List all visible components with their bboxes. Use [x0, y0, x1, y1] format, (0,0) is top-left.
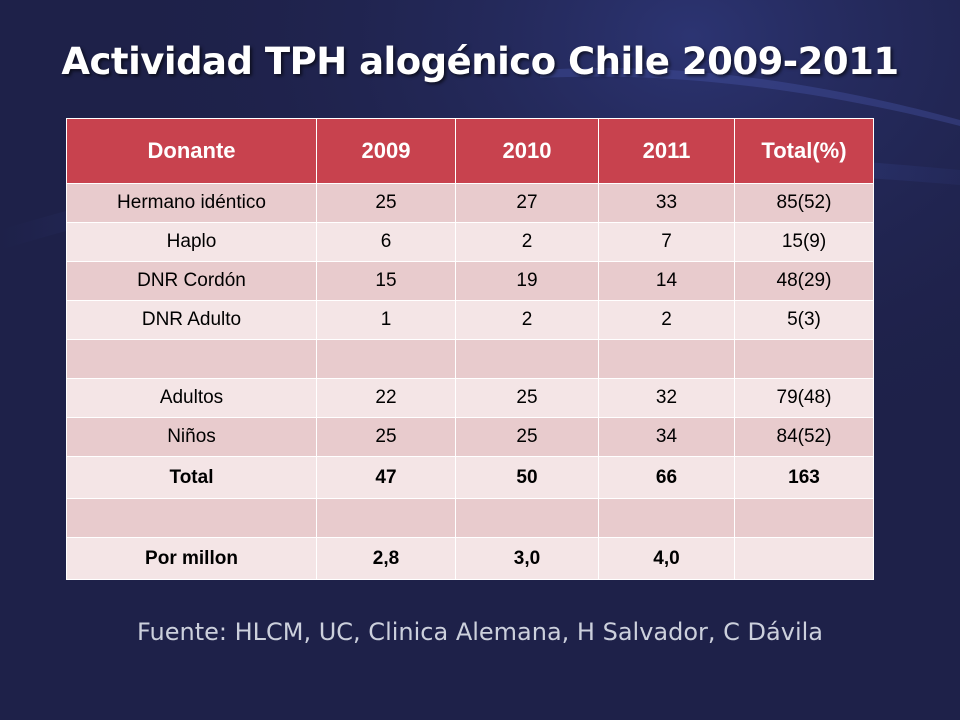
table-cell: 48(29): [734, 261, 874, 301]
transplant-activity-table: Donante 2009 2010 2011 Total(%) Hermano …: [66, 118, 874, 580]
table-cell: [598, 339, 735, 379]
table-cell: [598, 498, 735, 538]
table-row: Niños 25 25 34 84(52): [66, 417, 874, 457]
table-cell: 15: [316, 261, 456, 301]
table-cell: 47: [316, 456, 456, 499]
decorative-swoosh-thin: [540, 68, 960, 126]
column-header-2009: 2009: [316, 118, 456, 184]
table-cell: 7: [598, 222, 735, 262]
table-cell: 66: [598, 456, 735, 499]
table-cell: [455, 339, 599, 379]
table-cell: 3,0: [455, 537, 599, 580]
table-cell: 1: [316, 300, 456, 340]
table-cell: 25: [316, 183, 456, 223]
table-row-total: Total 47 50 66 163: [66, 456, 874, 499]
source-note: Fuente: HLCM, UC, Clinica Alemana, H Sal…: [137, 618, 823, 646]
table-cell: DNR Adulto: [66, 300, 317, 340]
table-cell: 34: [598, 417, 735, 457]
table-cell: [734, 498, 874, 538]
table-cell: 25: [455, 378, 599, 418]
table-cell: Adultos: [66, 378, 317, 418]
table-row: Hermano idéntico 25 27 33 85(52): [66, 183, 874, 223]
table-cell: 14: [598, 261, 735, 301]
table-cell: [734, 537, 874, 580]
table-cell: 15(9): [734, 222, 874, 262]
table-cell: 50: [455, 456, 599, 499]
table-row: DNR Cordón 15 19 14 48(29): [66, 261, 874, 301]
table-cell: 33: [598, 183, 735, 223]
table-cell: 79(48): [734, 378, 874, 418]
table-cell: Total: [66, 456, 317, 499]
table-cell: 19: [455, 261, 599, 301]
table-row-spacer: [66, 498, 874, 538]
table-cell: Niños: [66, 417, 317, 457]
column-header-donante: Donante: [66, 118, 317, 184]
table-cell: 2: [455, 300, 599, 340]
slide-title: Actividad TPH alogénico Chile 2009-2011: [61, 40, 899, 83]
table-cell: 2,8: [316, 537, 456, 580]
column-header-total: Total(%): [734, 118, 874, 184]
table-cell: Haplo: [66, 222, 317, 262]
table-cell: 5(3): [734, 300, 874, 340]
table-cell: [455, 498, 599, 538]
table-row-spacer: [66, 339, 874, 379]
table-cell: 2: [598, 300, 735, 340]
table-cell: 25: [455, 417, 599, 457]
table-cell: 27: [455, 183, 599, 223]
table-cell: [734, 339, 874, 379]
table-cell: [66, 339, 317, 379]
table-cell: Hermano idéntico: [66, 183, 317, 223]
column-header-2010: 2010: [455, 118, 599, 184]
table-cell: 84(52): [734, 417, 874, 457]
column-header-2011: 2011: [598, 118, 735, 184]
table-cell: 4,0: [598, 537, 735, 580]
table-cell: Por millon: [66, 537, 317, 580]
table-row: DNR Adulto 1 2 2 5(3): [66, 300, 874, 340]
table-cell: 22: [316, 378, 456, 418]
table-cell: [316, 498, 456, 538]
table-row: Adultos 22 25 32 79(48): [66, 378, 874, 418]
table-cell: DNR Cordón: [66, 261, 317, 301]
table-cell: 32: [598, 378, 735, 418]
table-row: Haplo 6 2 7 15(9): [66, 222, 874, 262]
table-cell: 2: [455, 222, 599, 262]
table-cell: 6: [316, 222, 456, 262]
table-row-per-million: Por millon 2,8 3,0 4,0: [66, 537, 874, 580]
table-cell: 163: [734, 456, 874, 499]
table-cell: 25: [316, 417, 456, 457]
table-cell: [316, 339, 456, 379]
table-cell: [66, 498, 317, 538]
table-header-row: Donante 2009 2010 2011 Total(%): [66, 118, 874, 184]
table-cell: 85(52): [734, 183, 874, 223]
